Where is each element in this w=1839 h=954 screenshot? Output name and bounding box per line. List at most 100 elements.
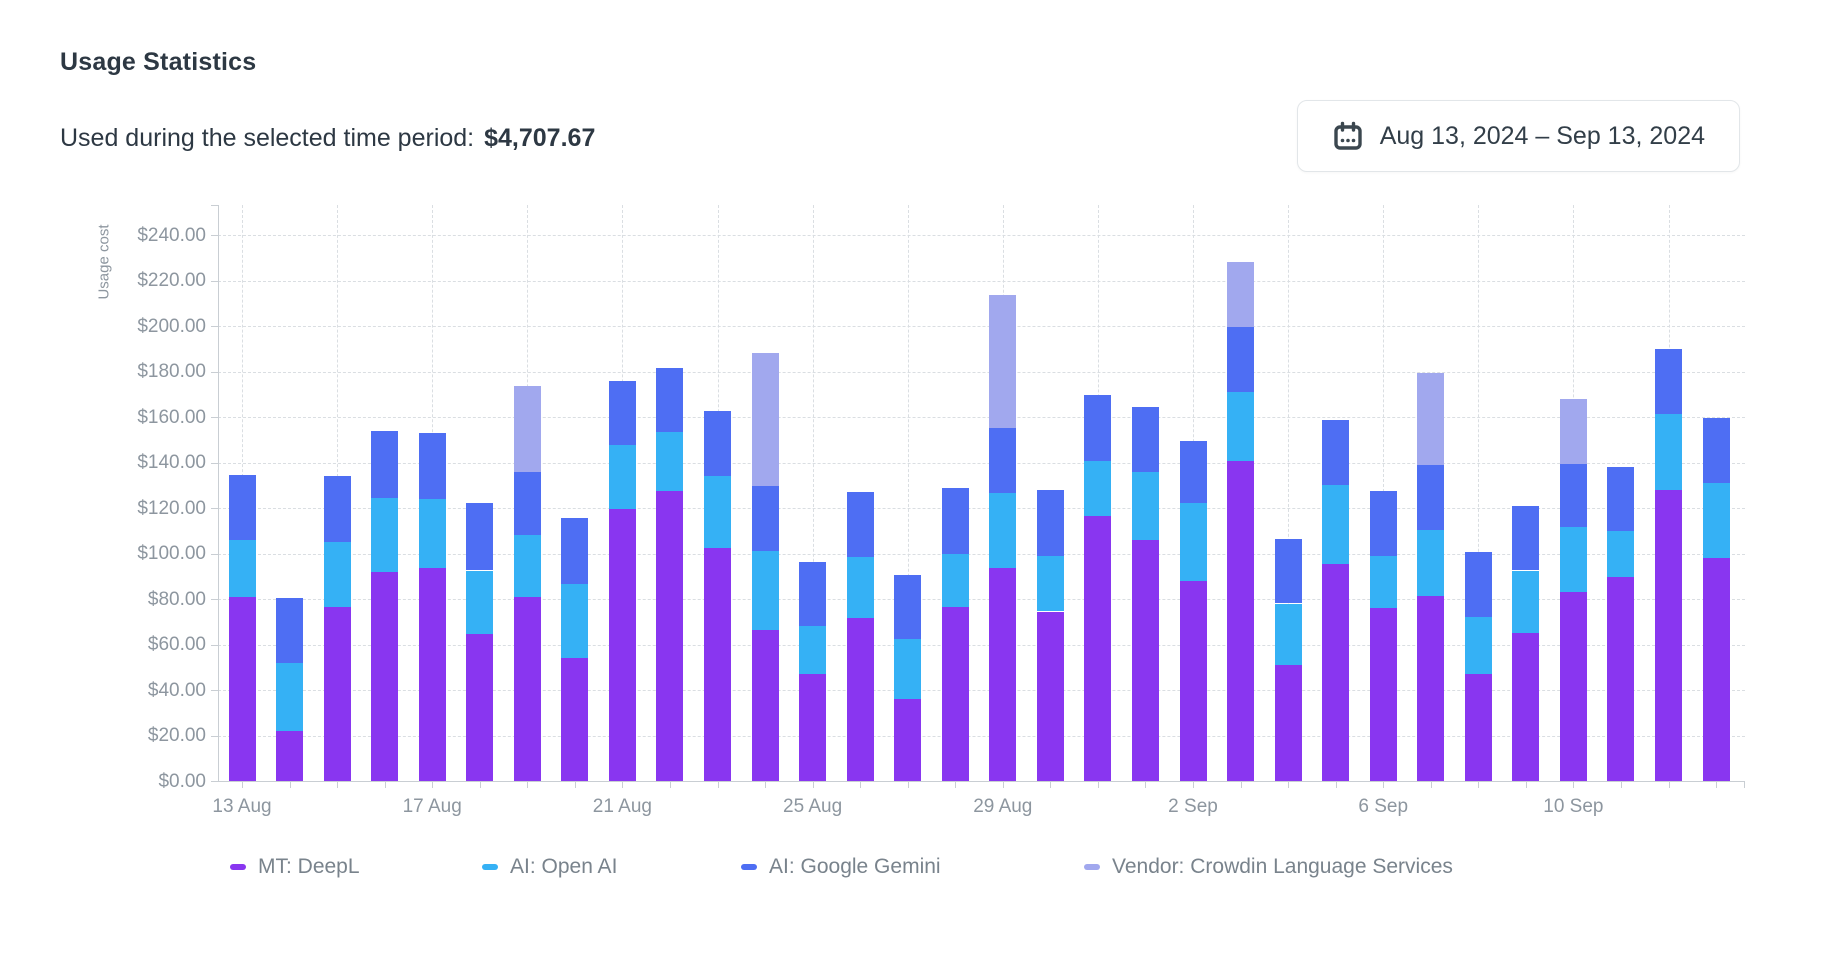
bar-segment-ai-google-gemini[interactable] (799, 561, 827, 627)
bar-segment-ai-google-gemini[interactable] (1084, 395, 1112, 462)
bar-segment-mt-deepl[interactable] (418, 568, 446, 781)
bar-segment-ai-google-gemini[interactable] (1559, 463, 1587, 528)
bar-segment-ai-google-gemini[interactable] (1322, 420, 1350, 486)
bar-segment-ai-open-ai[interactable] (1369, 555, 1397, 609)
bar-segment-mt-deepl[interactable] (513, 596, 541, 781)
bar-segment-mt-deepl[interactable] (1607, 577, 1635, 781)
bar-segment-ai-open-ai[interactable] (1084, 461, 1112, 516)
bar-segment-ai-open-ai[interactable] (1702, 483, 1730, 559)
bar-segment-ai-open-ai[interactable] (751, 551, 779, 630)
bar-segment-ai-google-gemini[interactable] (1464, 552, 1492, 618)
bar-segment-ai-open-ai[interactable] (846, 556, 874, 619)
bar-segment-mt-deepl[interactable] (799, 674, 827, 781)
bar-segment-mt-deepl[interactable] (941, 607, 969, 781)
bar-segment-ai-open-ai[interactable] (323, 542, 351, 607)
bar-segment-mt-deepl[interactable] (989, 568, 1017, 781)
bar-segment-ai-google-gemini[interactable] (1274, 538, 1302, 604)
bar-segment-ai-google-gemini[interactable] (466, 503, 494, 571)
bar-segment-ai-open-ai[interactable] (799, 626, 827, 675)
legend-item-ai-google-gemini[interactable]: AI: Google Gemini (741, 855, 941, 879)
bar-segment-ai-open-ai[interactable] (228, 539, 256, 597)
bar-segment-ai-open-ai[interactable] (1179, 503, 1207, 581)
bar-segment-ai-google-gemini[interactable] (1131, 406, 1159, 472)
bar-segment-ai-open-ai[interactable] (1512, 570, 1540, 634)
bar-segment-ai-open-ai[interactable] (1559, 527, 1587, 593)
bar-segment-ai-open-ai[interactable] (656, 431, 684, 491)
bar-segment-mt-deepl[interactable] (656, 490, 684, 781)
bar-segment-mt-deepl[interactable] (1702, 558, 1730, 781)
bar-segment-mt-deepl[interactable] (1274, 665, 1302, 781)
date-range-button[interactable]: Aug 13, 2024 – Sep 13, 2024 (1296, 100, 1740, 172)
bar-segment-ai-open-ai[interactable] (1655, 413, 1682, 490)
bar-segment-mt-deepl[interactable] (276, 731, 304, 781)
bar-segment-ai-google-gemini[interactable] (894, 575, 922, 639)
bar-segment-ai-google-gemini[interactable] (608, 380, 636, 446)
bar-segment-ai-open-ai[interactable] (276, 662, 304, 731)
bar-segment-ai-google-gemini[interactable] (561, 518, 589, 585)
bar-segment-ai-google-gemini[interactable] (418, 432, 446, 499)
bar-segment-mt-deepl[interactable] (1464, 674, 1492, 781)
bar-segment-ai-open-ai[interactable] (1417, 529, 1445, 596)
bar-segment-ai-google-gemini[interactable] (941, 487, 969, 554)
bar-segment-ai-google-gemini[interactable] (656, 368, 684, 432)
bar-segment-ai-google-gemini[interactable] (1179, 440, 1207, 504)
bar-segment-mt-deepl[interactable] (1227, 461, 1255, 781)
bar-segment-mt-deepl[interactable] (228, 596, 256, 781)
bar-segment-ai-open-ai[interactable] (1322, 485, 1350, 564)
bar-segment-ai-open-ai[interactable] (513, 535, 541, 597)
bar-segment-ai-open-ai[interactable] (466, 570, 494, 635)
bar-segment-ai-open-ai[interactable] (371, 497, 399, 572)
bar-segment-ai-open-ai[interactable] (608, 445, 636, 510)
bar-segment-ai-google-gemini[interactable] (1036, 489, 1064, 556)
bar-segment-mt-deepl[interactable] (1036, 611, 1064, 781)
bar-segment-mt-deepl[interactable] (1369, 608, 1397, 781)
bar-segment-ai-google-gemini[interactable] (323, 476, 351, 543)
bar-segment-mt-deepl[interactable] (1131, 539, 1159, 781)
bar-segment-vendor-crowdin-language-services[interactable] (1559, 398, 1587, 464)
bar-segment-ai-google-gemini[interactable] (989, 428, 1017, 494)
bar-segment-ai-google-gemini[interactable] (751, 486, 779, 552)
bar-segment-vendor-crowdin-language-services[interactable] (751, 353, 779, 487)
bar-segment-ai-google-gemini[interactable] (1607, 467, 1635, 531)
bar-segment-ai-google-gemini[interactable] (846, 492, 874, 557)
bar-segment-mt-deepl[interactable] (1512, 633, 1540, 781)
bar-segment-ai-google-gemini[interactable] (1369, 490, 1397, 556)
bar-segment-ai-open-ai[interactable] (1274, 603, 1302, 665)
bar-segment-mt-deepl[interactable] (1655, 489, 1682, 781)
bar-segment-mt-deepl[interactable] (608, 509, 636, 781)
bar-segment-ai-open-ai[interactable] (418, 498, 446, 569)
bar-segment-ai-open-ai[interactable] (989, 493, 1017, 569)
bar-segment-mt-deepl[interactable] (1559, 592, 1587, 781)
bar-segment-ai-open-ai[interactable] (1607, 530, 1635, 578)
bar-segment-ai-google-gemini[interactable] (276, 597, 304, 663)
bar-segment-mt-deepl[interactable] (1417, 595, 1445, 781)
bar-segment-mt-deepl[interactable] (846, 618, 874, 781)
bar-segment-ai-google-gemini[interactable] (1417, 464, 1445, 530)
bar-segment-vendor-crowdin-language-services[interactable] (1417, 372, 1445, 465)
bar-segment-ai-open-ai[interactable] (1227, 392, 1255, 462)
bar-segment-mt-deepl[interactable] (894, 699, 922, 781)
legend-item-ai-open-ai[interactable]: AI: Open AI (482, 855, 617, 879)
bar-segment-ai-open-ai[interactable] (1131, 471, 1159, 540)
bar-segment-ai-open-ai[interactable] (941, 553, 969, 607)
bar-segment-mt-deepl[interactable] (704, 547, 731, 781)
bar-segment-vendor-crowdin-language-services[interactable] (513, 386, 541, 472)
bar-segment-ai-google-gemini[interactable] (1227, 327, 1255, 392)
bar-segment-ai-google-gemini[interactable] (1655, 348, 1682, 414)
bar-segment-mt-deepl[interactable] (1179, 580, 1207, 781)
bar-segment-mt-deepl[interactable] (1322, 563, 1350, 781)
bar-segment-mt-deepl[interactable] (371, 571, 399, 781)
bar-segment-ai-open-ai[interactable] (1036, 555, 1064, 612)
bar-segment-mt-deepl[interactable] (466, 634, 494, 781)
bar-segment-ai-google-gemini[interactable] (1512, 505, 1540, 571)
bar-segment-mt-deepl[interactable] (1084, 516, 1112, 781)
bar-segment-vendor-crowdin-language-services[interactable] (989, 295, 1017, 429)
bar-segment-ai-open-ai[interactable] (704, 476, 731, 548)
bar-segment-ai-google-gemini[interactable] (1702, 418, 1730, 483)
bar-segment-ai-open-ai[interactable] (1464, 617, 1492, 675)
bar-segment-mt-deepl[interactable] (751, 629, 779, 781)
legend-item-mt-deepl[interactable]: MT: DeepL (230, 855, 360, 879)
legend-item-vendor-crowdin-language-services[interactable]: Vendor: Crowdin Language Services (1084, 855, 1453, 879)
bar-segment-mt-deepl[interactable] (561, 658, 589, 781)
bar-segment-ai-open-ai[interactable] (561, 584, 589, 659)
